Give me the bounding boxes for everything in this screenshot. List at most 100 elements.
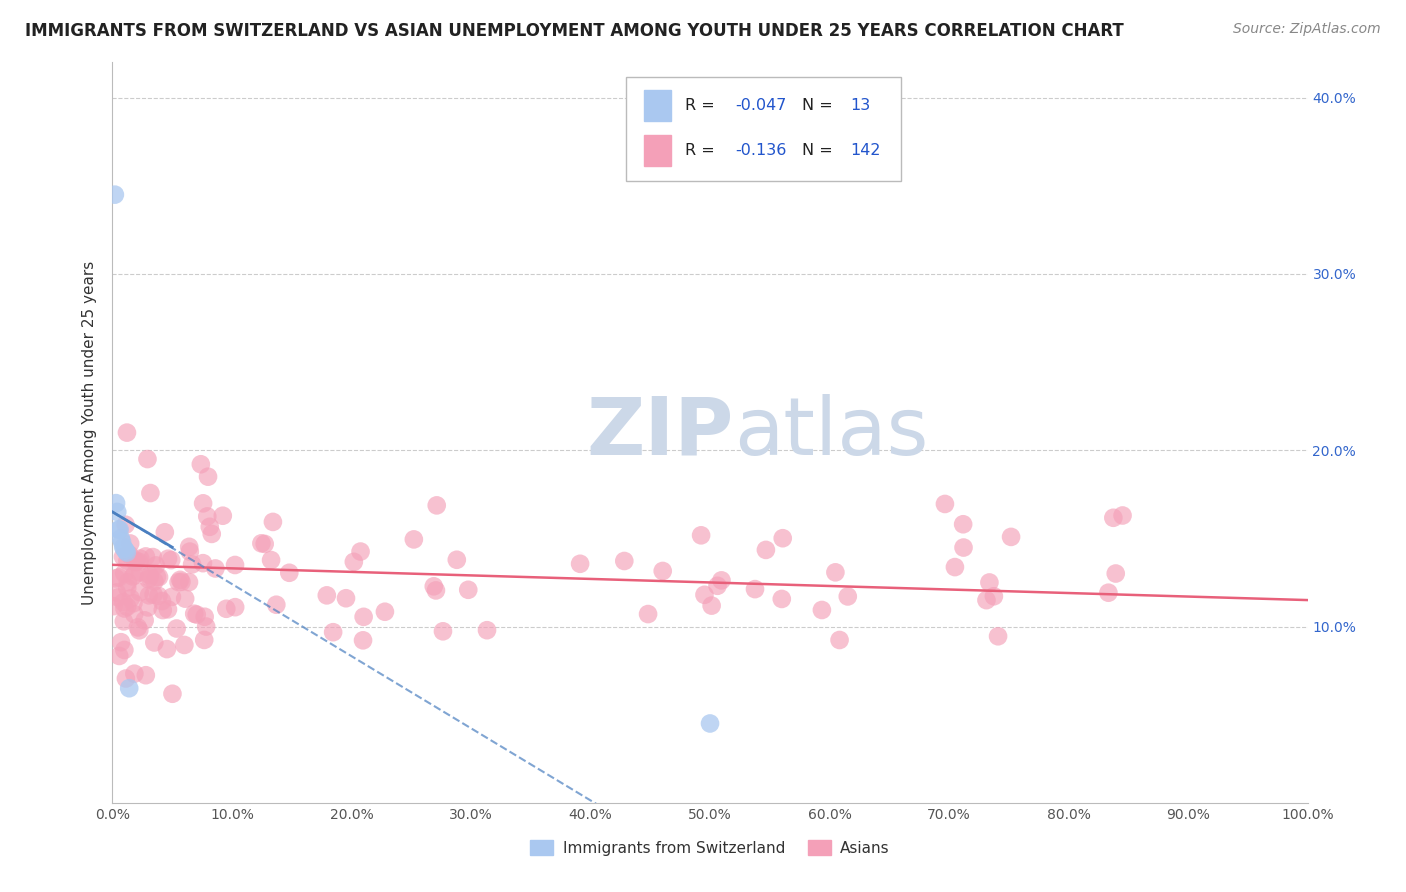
Point [105, 496, 128, 510]
Point [128, 555, 150, 569]
Point [157, 551, 180, 566]
Point [146, 570, 169, 584]
Point [112, 643, 135, 657]
Point [112, 615, 135, 629]
Point [322, 625, 344, 640]
Point [425, 583, 447, 598]
Point [114, 543, 136, 558]
Point [143, 574, 166, 589]
Point [166, 622, 188, 636]
Point [143, 635, 166, 649]
Point [173, 638, 195, 652]
Point [104, 187, 127, 202]
Point [108, 648, 131, 663]
Point [148, 589, 170, 603]
Point [197, 469, 219, 483]
Point [315, 588, 337, 602]
Point [193, 632, 215, 647]
Point [162, 687, 184, 701]
Point [976, 593, 998, 607]
Point [710, 574, 733, 588]
Text: N =: N = [801, 98, 838, 113]
Point [148, 570, 170, 584]
Point [837, 590, 859, 604]
Point [115, 425, 138, 440]
Point [706, 579, 728, 593]
Point [128, 624, 150, 638]
Point [432, 624, 454, 639]
Point [613, 554, 636, 568]
Point [107, 570, 129, 584]
Point [374, 605, 396, 619]
Point [134, 613, 156, 627]
Text: 142: 142 [849, 143, 880, 158]
Point [118, 681, 141, 696]
Point [198, 520, 221, 534]
Bar [644, 90, 671, 121]
Point [115, 545, 138, 559]
Point [115, 672, 138, 686]
Point [156, 602, 179, 616]
Point [224, 558, 246, 572]
Point [402, 533, 425, 547]
Text: 13: 13 [849, 98, 870, 113]
Point [181, 558, 204, 572]
Point [115, 581, 138, 595]
Point [770, 591, 793, 606]
Bar [644, 135, 671, 166]
Point [142, 550, 165, 565]
Point [114, 541, 135, 556]
Point [117, 575, 139, 590]
Point [170, 574, 193, 589]
Point [120, 536, 142, 550]
Point [1000, 530, 1022, 544]
FancyBboxPatch shape [627, 78, 901, 181]
Point [129, 565, 152, 579]
Point [250, 536, 273, 550]
Legend: Immigrants from Switzerland, Asians: Immigrants from Switzerland, Asians [524, 834, 896, 862]
Point [352, 633, 374, 648]
Point [112, 595, 135, 609]
Point [983, 589, 1005, 603]
Point [120, 591, 142, 606]
Point [127, 620, 149, 634]
Point [114, 601, 136, 615]
Point [637, 607, 659, 621]
Point [343, 555, 366, 569]
Text: ZIP: ZIP [586, 393, 734, 472]
Point [224, 600, 246, 615]
Point [699, 716, 721, 731]
Point [194, 609, 217, 624]
Point [943, 560, 966, 574]
Text: R =: R = [685, 98, 720, 113]
Point [190, 457, 212, 471]
Point [139, 568, 162, 582]
Y-axis label: Unemployment Among Youth under 25 years: Unemployment Among Youth under 25 years [82, 260, 97, 605]
Point [129, 551, 152, 566]
Point [108, 523, 131, 537]
Point [475, 624, 498, 638]
Point [125, 554, 148, 568]
Text: R =: R = [685, 143, 720, 158]
Point [700, 599, 723, 613]
Point [112, 540, 135, 554]
Text: -0.047: -0.047 [735, 98, 786, 113]
Text: Source: ZipAtlas.com: Source: ZipAtlas.com [1233, 22, 1381, 37]
Point [755, 542, 778, 557]
Point [186, 607, 208, 622]
Point [135, 549, 157, 564]
Point [112, 566, 135, 581]
Point [174, 591, 197, 606]
Point [744, 582, 766, 596]
Point [105, 505, 128, 519]
Point [349, 544, 371, 558]
Point [122, 596, 145, 610]
Text: N =: N = [801, 143, 838, 158]
Point [124, 555, 146, 569]
Point [204, 561, 226, 575]
Point [111, 535, 134, 549]
Point [122, 607, 145, 621]
Point [266, 598, 288, 612]
Point [179, 540, 201, 554]
Point [253, 537, 276, 551]
